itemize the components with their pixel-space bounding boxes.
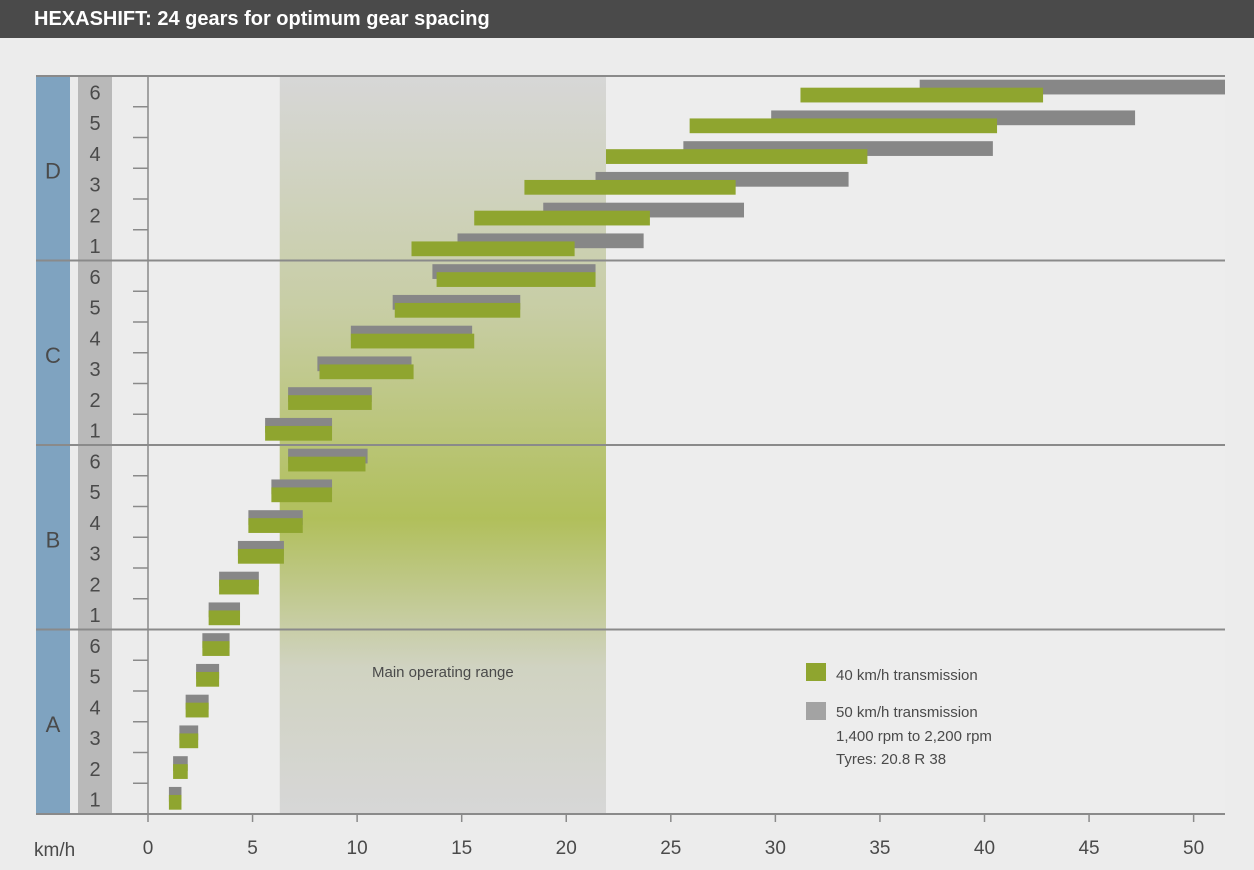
gear-label: 6: [89, 636, 100, 658]
gear-label: 3: [89, 359, 100, 381]
gear-label: 6: [89, 451, 100, 473]
legend-label-50kmh: 50 km/h transmission: [836, 704, 978, 721]
bar-40kmh-D6: [800, 87, 1044, 103]
gear-label: 3: [89, 175, 100, 197]
group-label-B: B: [46, 527, 61, 552]
x-tick-label: 10: [347, 838, 368, 859]
gear-label: 1: [89, 421, 100, 443]
bar-40kmh-A3: [179, 733, 199, 749]
gear-label: 2: [89, 759, 100, 781]
gear-label: 1: [89, 236, 100, 258]
group-label-D: D: [45, 158, 61, 183]
x-tick-label: 40: [974, 838, 995, 859]
bar-40kmh-B4: [248, 518, 303, 533]
bar-40kmh-B3: [237, 548, 284, 564]
x-tick-label: 15: [451, 838, 472, 859]
legend-swatch-50kmh: [806, 702, 826, 720]
x-tick-label: 35: [869, 838, 890, 859]
gear-label: 2: [89, 574, 100, 596]
legend-label-40kmh: 40 km/h transmission: [836, 667, 978, 684]
gear-label: 2: [89, 390, 100, 412]
x-axis-label: km/h: [34, 840, 75, 861]
bar-40kmh-A5: [196, 671, 220, 687]
gear-label: 6: [89, 267, 100, 289]
bar-40kmh-C6: [436, 272, 596, 287]
chart-title: HEXASHIFT: 24 gears for optimum gear spa…: [0, 0, 1254, 38]
bar-40kmh-C1: [265, 425, 333, 441]
bar-40kmh-A1: [168, 794, 182, 810]
bar-40kmh-C5: [394, 302, 521, 318]
group-label-A: A: [46, 712, 61, 737]
x-tick-label: 0: [143, 838, 154, 859]
gear-label: 4: [89, 144, 100, 166]
bar-40kmh-D3: [524, 179, 736, 195]
gear-label: 6: [89, 82, 100, 104]
gear-label: 4: [89, 328, 100, 350]
x-tick-label: 25: [660, 838, 681, 859]
legend-note-tyres: Tyres: 20.8 R 38: [836, 751, 946, 768]
legend-note-rpm: 1,400 rpm to 2,200 rpm: [836, 728, 992, 745]
bar-40kmh-A4: [185, 702, 209, 718]
bar-40kmh-C3: [319, 364, 414, 380]
bar-40kmh-A6: [202, 641, 230, 656]
x-tick-label: 50: [1183, 838, 1204, 859]
gear-label: 5: [89, 298, 100, 320]
gear-label: 3: [89, 544, 100, 566]
gear-label: 3: [89, 728, 100, 750]
x-tick-label: 5: [247, 838, 258, 859]
bar-40kmh-C4: [350, 333, 475, 349]
bar-40kmh-B5: [271, 487, 333, 503]
gear-label: 5: [89, 482, 100, 504]
gear-label: 1: [89, 605, 100, 627]
group-label-C: C: [45, 343, 61, 368]
bar-40kmh-D5: [689, 118, 998, 134]
bar-40kmh-B1: [208, 610, 241, 626]
gear-label: 5: [89, 667, 100, 689]
legend-swatch-40kmh: [806, 663, 826, 681]
bar-40kmh-D2: [474, 210, 650, 226]
bar-40kmh-D4: [605, 149, 868, 164]
bar-40kmh-C2: [288, 395, 372, 410]
operating-range-label: Main operating range: [372, 664, 514, 681]
gear-label: 5: [89, 113, 100, 135]
bar-40kmh-B2: [219, 579, 259, 595]
x-tick-label: 30: [765, 838, 786, 859]
gear-label: 4: [89, 697, 100, 719]
bar-40kmh-A2: [173, 764, 188, 779]
bar-40kmh-D1: [411, 241, 575, 257]
gear-label: 1: [89, 790, 100, 812]
gear-label: 2: [89, 205, 100, 227]
x-tick-label: 45: [1078, 838, 1099, 859]
gear-label: 4: [89, 513, 100, 535]
bar-40kmh-B6: [288, 456, 366, 472]
x-tick-label: 20: [556, 838, 577, 859]
